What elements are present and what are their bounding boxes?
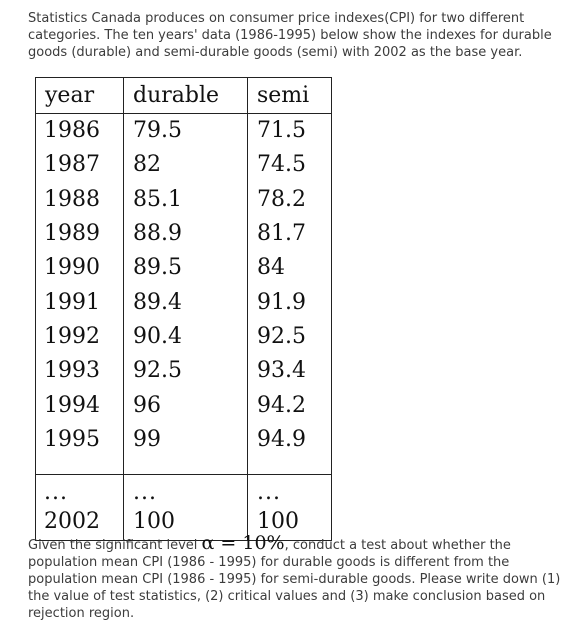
table-row: 1986 79.5 71.5 bbox=[35, 113, 332, 148]
table-row: 1987 82 74.5 bbox=[35, 147, 332, 183]
table-row: 1991 89.4 91.9 bbox=[35, 284, 332, 320]
table-row: 1993 92.5 93.4 bbox=[35, 353, 332, 388]
cell-ellipsis: ... bbox=[247, 474, 332, 504]
table-body: 1986 79.5 71.5 1987 82 74.5 1988 85.1 78.2 1989 88… bbox=[35, 113, 332, 541]
cell-semi: 91.9 bbox=[247, 284, 332, 320]
table-row: 1990 89.5 84 bbox=[35, 250, 332, 285]
cell-semi: 94.9 bbox=[247, 422, 332, 457]
cell-semi: 81.7 bbox=[247, 216, 332, 251]
cell-semi: 93.4 bbox=[247, 353, 332, 388]
cell-year: 1986 bbox=[35, 113, 124, 148]
cell-semi: 74.5 bbox=[247, 147, 332, 183]
cell-year: 2002 bbox=[35, 502, 124, 541]
cell-spacer bbox=[247, 456, 332, 475]
cell-year: 1991 bbox=[35, 284, 124, 320]
cell-durable: 96 bbox=[123, 387, 248, 423]
cell-durable: 89.4 bbox=[123, 284, 248, 320]
cell-durable: 79.5 bbox=[123, 113, 248, 148]
cell-spacer bbox=[35, 456, 124, 475]
cell-durable: 100 bbox=[123, 502, 248, 541]
cell-semi: 100 bbox=[247, 502, 332, 541]
cell-durable: 82 bbox=[123, 147, 248, 183]
cell-durable: 92.5 bbox=[123, 353, 248, 388]
cell-year: 1988 bbox=[35, 182, 124, 217]
cell-year: 1992 bbox=[35, 319, 124, 354]
cell-durable: 90.4 bbox=[123, 319, 248, 354]
cell-semi: 94.2 bbox=[247, 387, 332, 423]
table-row: 1995 99 94.9 bbox=[35, 422, 332, 457]
cell-year: 1987 bbox=[35, 147, 124, 183]
cell-year: 1993 bbox=[35, 353, 124, 388]
table-ellipsis-row: ......... bbox=[35, 474, 332, 504]
table-row: 1989 88.9 81.7 bbox=[35, 216, 332, 251]
cell-durable: 99 bbox=[123, 422, 248, 457]
cell-semi: 71.5 bbox=[247, 113, 332, 148]
cell-spacer bbox=[123, 456, 248, 475]
cell-year: 1994 bbox=[35, 387, 124, 423]
table-row: 1988 85.1 78.2 bbox=[35, 182, 332, 217]
question-paragraph: Given the significant level α = 10%, con… bbox=[28, 532, 563, 622]
table-row: 1994 96 94.2 bbox=[35, 387, 332, 423]
cell-year: 1989 bbox=[35, 216, 124, 251]
header-semi: semi bbox=[247, 77, 332, 114]
intro-paragraph: Statistics Canada produces on consumer p… bbox=[28, 11, 552, 60]
cpi-table: year durable semi 1986 79.5 71.5 1987 82 74.5… bbox=[35, 77, 332, 541]
cell-year: 1995 bbox=[35, 422, 124, 457]
table-header-row: year durable semi bbox=[35, 77, 332, 114]
cell-durable: 89.5 bbox=[123, 250, 248, 285]
table-spacer-row bbox=[35, 456, 332, 475]
header-year: year bbox=[35, 77, 124, 114]
cell-semi: 92.5 bbox=[247, 319, 332, 354]
cell-ellipsis: ... bbox=[35, 474, 124, 504]
cell-semi: 84 bbox=[247, 250, 332, 285]
cell-ellipsis: ... bbox=[123, 474, 248, 504]
alpha-expression: α = 10% bbox=[201, 532, 285, 554]
question-text-before: Given the significant level bbox=[28, 538, 198, 553]
cell-year: 1990 bbox=[35, 250, 124, 285]
cell-semi: 78.2 bbox=[247, 182, 332, 217]
question-text-after: , conduct a test about whether the popul… bbox=[28, 538, 561, 621]
cell-durable: 85.1 bbox=[123, 182, 248, 217]
cell-durable: 88.9 bbox=[123, 216, 248, 251]
table-row: 1992 90.4 92.5 bbox=[35, 319, 332, 354]
header-durable: durable bbox=[123, 77, 248, 114]
table-base-row: 2002 100 100 bbox=[35, 502, 332, 541]
